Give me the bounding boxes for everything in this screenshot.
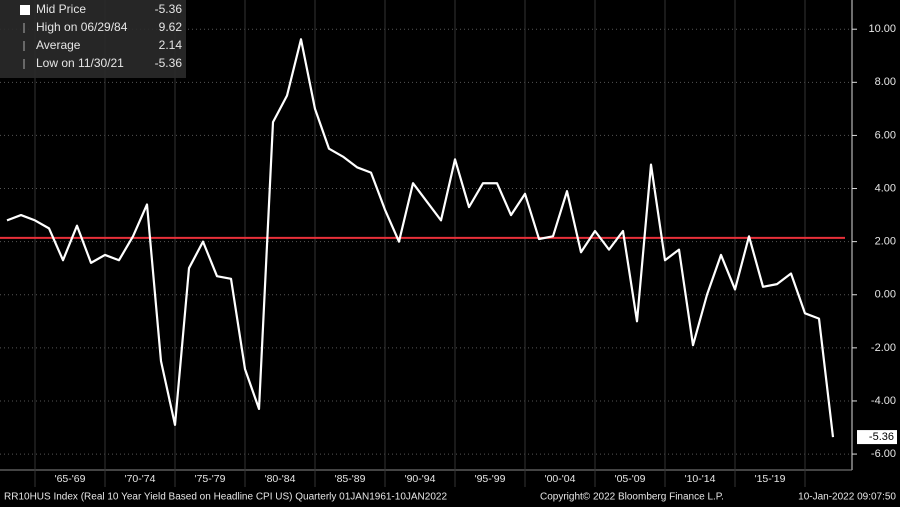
x-tick-label: '90-'94 [405,473,436,485]
footer-center: Copyright© 2022 Bloomberg Finance L.P. [540,492,724,503]
y-tick-label: -6.00 [871,448,896,460]
plot [0,0,857,487]
y-tick-label: 8.00 [875,76,896,88]
legend-box [0,0,186,78]
legend: Mid Price -5.36 High on 06/29/84 9.62 Averag… [0,0,186,78]
series-line [6,38,835,438]
legend-value: -5.36 [155,2,183,16]
y-tick-label: -2.00 [871,342,896,354]
x-tick-label: '70-'74 [125,473,156,485]
x-tick-label: '85-'89 [335,473,366,485]
legend-value: 9.62 [159,20,183,34]
y-tick-label: 0.00 [875,289,896,301]
y-tick-label: 2.00 [875,236,896,248]
legend-label: Average [36,38,81,52]
last-value-tag [857,430,897,445]
x-tick-label: '15-'19 [755,473,786,485]
y-tick-label: 4.00 [875,182,896,194]
x-tick-label: '95-'99 [475,473,506,485]
last-value-label: -5.36 [869,431,894,443]
x-tick-label: '00-'04 [545,473,576,485]
legend-label: Mid Price [36,2,86,16]
footer-left: RR10HUS Index (Real 10 Year Yield Based … [4,492,447,503]
legend-swatch [20,5,30,15]
legend-label: Low on 11/30/21 [36,56,124,70]
legend-value: -5.36 [155,56,183,70]
legend-label: High on 06/29/84 [36,20,128,34]
legend-value: 2.14 [159,38,183,52]
x-tick-label: '80-'84 [265,473,296,485]
x-tick-label: '05-'09 [615,473,646,485]
x-tick-label: '65-'69 [55,473,86,485]
footer-right: 10-Jan-2022 09:07:50 [798,492,896,503]
y-tick-label: 6.00 [875,129,896,141]
y-tick-label: -4.00 [871,395,896,407]
x-tick-label: '10-'14 [685,473,716,485]
x-tick-label: '75-'79 [195,473,226,485]
y-tick-label: 10.00 [868,23,896,35]
